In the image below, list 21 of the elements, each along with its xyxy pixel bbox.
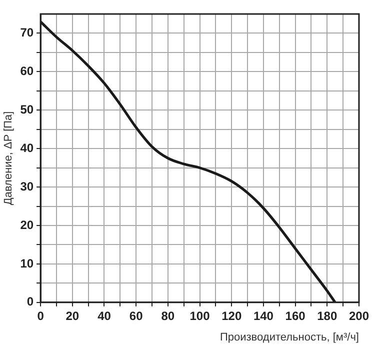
x-tick-label: 140 [253, 308, 274, 323]
y-tick-label: 60 [20, 64, 34, 78]
x-tick-label: 180 [317, 308, 338, 323]
x-tick-label: 60 [129, 308, 144, 323]
y-tick-label: 50 [20, 102, 34, 116]
y-axis-title: Давление, ΔP [Па] [2, 111, 15, 206]
x-tick-label: 20 [66, 308, 80, 323]
x-tick-label: 0 [37, 308, 44, 323]
x-tick-label: 40 [98, 308, 112, 323]
x-tick-label: 160 [285, 308, 306, 323]
y-tick-label: 10 [20, 256, 34, 270]
y-tick-label: 20 [20, 218, 34, 232]
x-tick-label: 80 [161, 308, 175, 323]
y-tick-label: 70 [20, 26, 34, 40]
x-axis-title: Производительность, [м³/ч] [220, 331, 359, 344]
y-tick-label: 30 [20, 179, 34, 194]
y-tick-label: 40 [20, 140, 34, 155]
y-tick-label: 0 [26, 294, 34, 309]
x-tick-label: 100 [190, 308, 210, 323]
x-tick-label: 200 [348, 308, 370, 323]
x-tick-label: 120 [222, 308, 242, 323]
